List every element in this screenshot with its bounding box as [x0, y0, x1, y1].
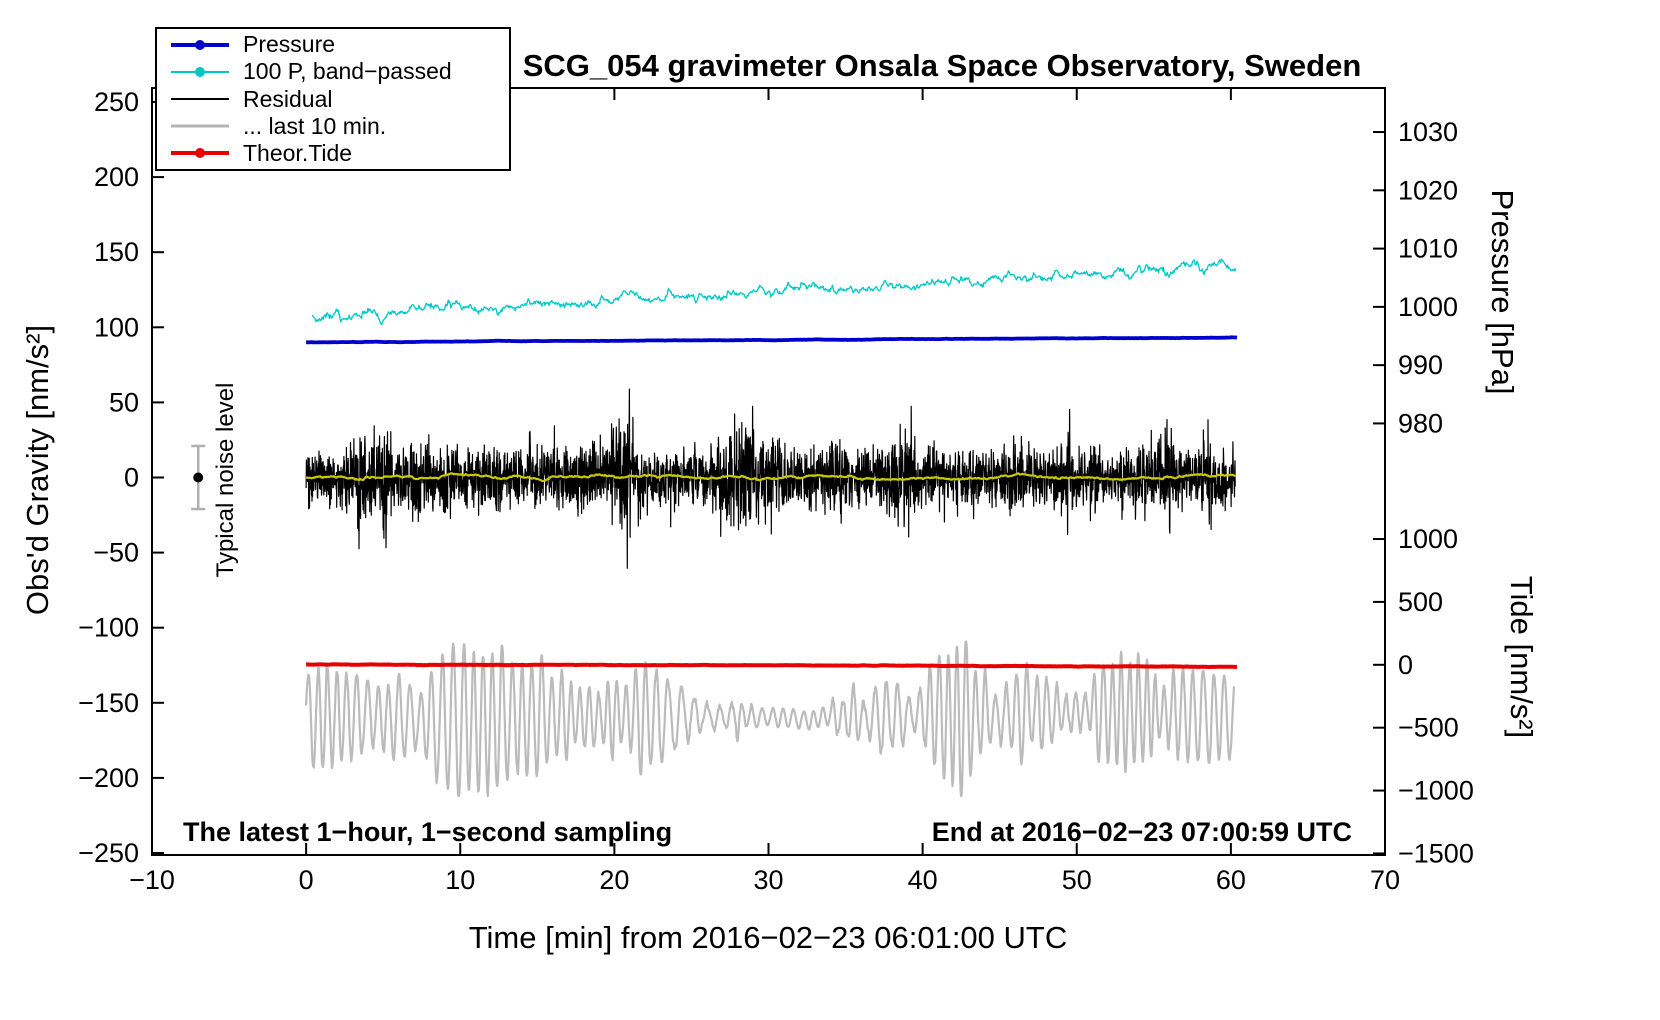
y-tick-label-left: 50 — [109, 387, 139, 417]
dot-marker-icon — [195, 148, 205, 159]
y-tick-label-left: −50 — [93, 538, 139, 568]
pressure-tick-label: 1010 — [1398, 234, 1458, 264]
x-tick-label: 50 — [1062, 865, 1092, 895]
y-tick-label-left: 100 — [94, 312, 139, 342]
tide-tick-label: −500 — [1398, 713, 1459, 743]
x-axis-label: Time [min] from 2016−02−23 06:01:00 UTC — [468, 920, 1068, 955]
chart-title: SCG_054 gravimeter Onsala Space Observat… — [522, 48, 1362, 83]
x-tick-label: 20 — [599, 865, 629, 895]
y-axis-label-gravity: Obs'd Gravity [nm/s²] — [20, 324, 55, 616]
pressure-tick-label: 1020 — [1398, 175, 1458, 205]
legend-sample-last-10-min — [157, 113, 243, 140]
legend-item-last-10-min: ... last 10 min. — [157, 113, 509, 140]
y-tick-label-left: −150 — [78, 688, 139, 718]
legend-label: Pressure — [243, 31, 336, 58]
tide-tick-label: 0 — [1398, 650, 1413, 680]
y-tick-label-left: 150 — [94, 237, 139, 267]
legend-label: Residual — [243, 85, 333, 112]
series-100-p-band-passed — [311, 258, 1237, 326]
dot-marker-icon — [195, 66, 205, 77]
tide-tick-label: −1500 — [1398, 838, 1474, 868]
x-tick-label: 30 — [753, 865, 783, 895]
legend-item-pressure: Pressure — [157, 31, 509, 58]
y-tick-label-left: −200 — [78, 763, 139, 793]
x-tick-label: 60 — [1216, 865, 1246, 895]
tide-tick-label: −1000 — [1398, 776, 1474, 806]
series--last-10-min- — [305, 640, 1236, 797]
legend-label: Theor.Tide — [243, 139, 353, 166]
legend-sample-residual — [157, 85, 243, 112]
pressure-tick-label: 1000 — [1398, 292, 1458, 322]
tide-tick-label: 1000 — [1398, 524, 1458, 554]
series-theor-tide — [305, 662, 1238, 669]
legend-item-residual: Residual — [157, 85, 509, 112]
y-axis-label-tide: Tide [nm/s²] — [1504, 575, 1539, 739]
legend-item-band-passed: 100 P, band−passed — [157, 58, 509, 85]
legend-label: 100 P, band−passed — [243, 58, 452, 85]
legend-sample-band-passed — [157, 58, 243, 85]
noise-dot-marker — [193, 472, 204, 483]
pressure-tick-label: 980 — [1398, 408, 1443, 438]
legend-label: ... last 10 min. — [243, 112, 387, 139]
pressure-tick-label: 1030 — [1398, 117, 1458, 147]
y-tick-label-left: 250 — [94, 87, 139, 117]
x-tick-label: 10 — [445, 865, 475, 895]
x-tick-label: 0 — [299, 865, 314, 895]
series-pressure — [305, 335, 1239, 345]
y-tick-label-left: −100 — [78, 613, 139, 643]
series-residual — [305, 388, 1236, 569]
y-tick-label-left: −250 — [78, 838, 139, 868]
pressure-tick-label: 990 — [1398, 350, 1443, 380]
y-tick-label-left: 200 — [94, 162, 139, 192]
end-time-note: End at 2016−02−23 07:00:59 UTC — [931, 817, 1352, 847]
y-axis-label-pressure: Pressure [hPa] — [1485, 189, 1520, 395]
sampling-note: The latest 1−hour, 1−second sampling — [183, 817, 673, 847]
series-residual-smoothed — [305, 472, 1237, 483]
legend-sample-theor-tide — [157, 140, 243, 167]
tide-tick-label: 500 — [1398, 587, 1443, 617]
x-tick-label: −10 — [129, 865, 175, 895]
legend-box: Pressure 100 P, band−passed Residual ...… — [155, 27, 511, 171]
x-tick-label: 70 — [1370, 865, 1400, 895]
dot-marker-icon — [195, 39, 205, 50]
legend-item-theor-tide: Theor.Tide — [157, 140, 509, 167]
legend-sample-pressure — [157, 31, 243, 58]
x-tick-label: 40 — [908, 865, 938, 895]
y-tick-label-left: 0 — [124, 463, 139, 493]
typical-noise-level-label: Typical noise level — [212, 382, 239, 578]
